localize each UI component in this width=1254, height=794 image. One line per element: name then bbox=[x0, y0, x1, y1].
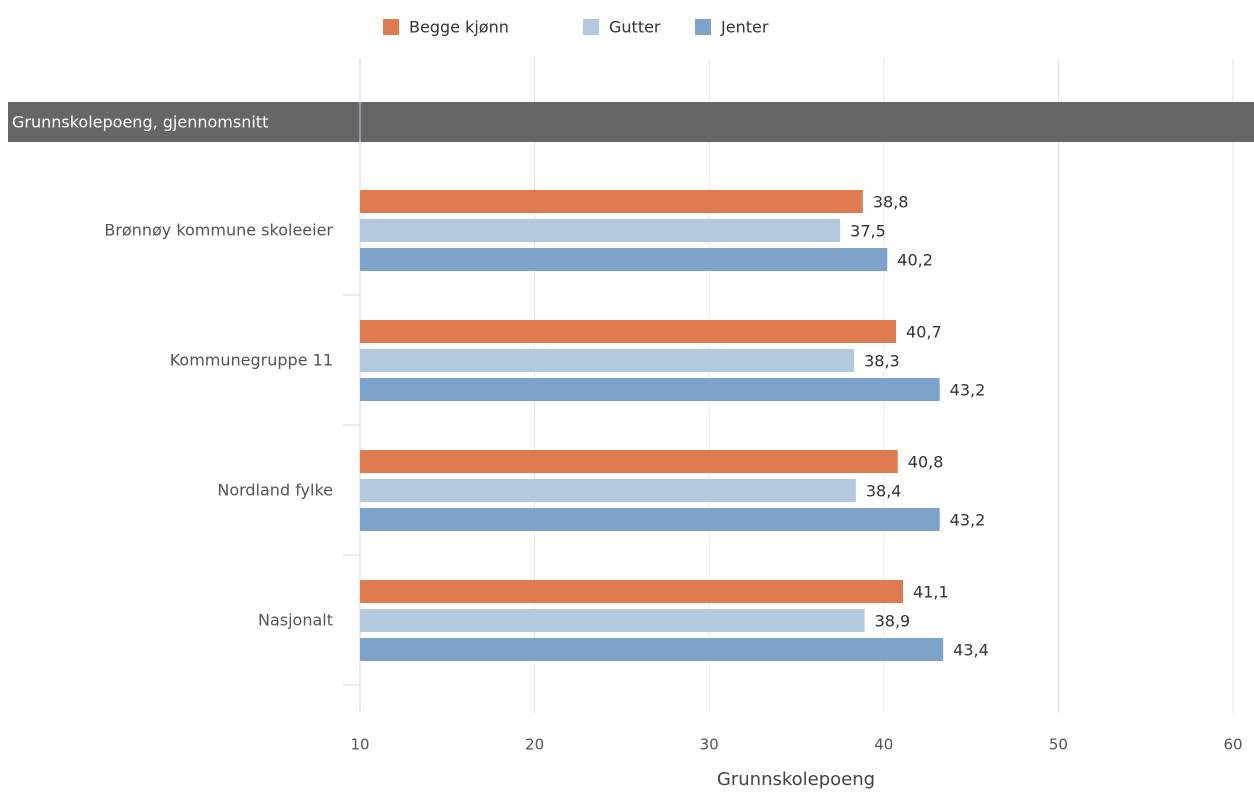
value-label: 41,1 bbox=[913, 583, 949, 602]
x-tick-label: 30 bbox=[700, 736, 719, 754]
bar bbox=[360, 508, 940, 531]
bar bbox=[360, 349, 855, 372]
panel-title: Grunnskolepoeng, gjennomsnitt bbox=[12, 113, 268, 132]
y-tick-label: Brønnøy kommune skoleeier bbox=[104, 221, 333, 240]
legend-swatch bbox=[383, 19, 399, 35]
value-label: 40,2 bbox=[897, 251, 933, 270]
value-label: 40,8 bbox=[908, 453, 944, 472]
legend-label: Jenter bbox=[720, 18, 769, 37]
value-label: 38,8 bbox=[873, 193, 909, 212]
bar bbox=[360, 378, 940, 401]
legend-swatch bbox=[695, 19, 711, 35]
value-label: 43,2 bbox=[950, 381, 986, 400]
bar bbox=[360, 320, 897, 343]
value-label: 38,3 bbox=[864, 352, 900, 371]
x-tick-label: 50 bbox=[1049, 736, 1068, 754]
bar bbox=[360, 479, 856, 502]
bar bbox=[360, 580, 904, 603]
x-tick-label: 40 bbox=[874, 736, 893, 754]
panel-header bbox=[8, 102, 1254, 142]
y-tick-label: Kommunegruppe 11 bbox=[170, 351, 333, 370]
legend-label: Gutter bbox=[609, 18, 661, 37]
value-label: 37,5 bbox=[850, 222, 886, 241]
bar bbox=[360, 450, 898, 473]
bar bbox=[360, 609, 865, 632]
x-tick-label: 20 bbox=[525, 736, 544, 754]
x-tick-label: 60 bbox=[1223, 736, 1242, 754]
y-tick-label: Nasjonalt bbox=[258, 611, 333, 630]
value-label: 40,7 bbox=[906, 323, 942, 342]
value-label: 43,4 bbox=[953, 641, 989, 660]
bar bbox=[360, 638, 944, 661]
x-tick-label: 10 bbox=[350, 736, 369, 754]
value-label: 38,4 bbox=[866, 482, 902, 501]
value-label: 38,9 bbox=[875, 612, 911, 631]
bar bbox=[360, 248, 888, 271]
legend-swatch bbox=[583, 19, 599, 35]
y-tick-label: Nordland fylke bbox=[217, 481, 333, 500]
x-axis-label: Grunnskolepoeng bbox=[717, 769, 875, 790]
value-label: 43,2 bbox=[950, 511, 986, 530]
bar bbox=[360, 190, 863, 213]
legend-label: Begge kjønn bbox=[409, 18, 509, 37]
bar bbox=[360, 219, 841, 242]
